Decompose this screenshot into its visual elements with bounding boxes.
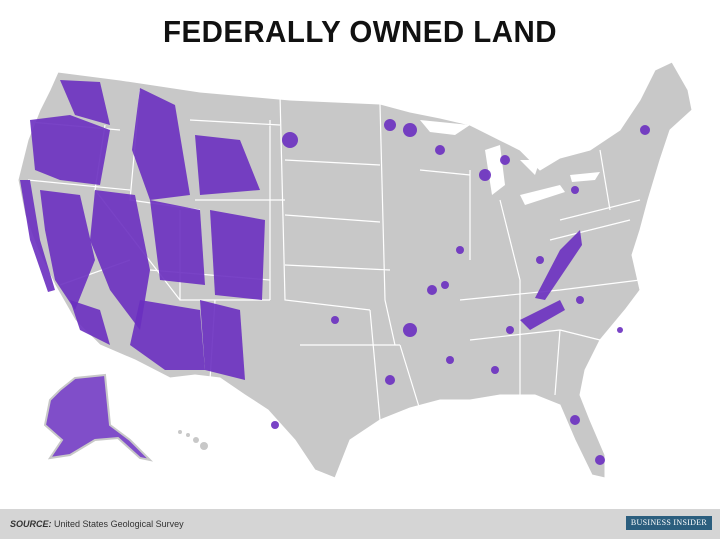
source-label: SOURCE: xyxy=(10,519,52,529)
source-text: United States Geological Survey xyxy=(54,519,184,529)
source-credit: SOURCE: United States Geological Survey xyxy=(10,519,184,529)
map-title: FEDERALLY OWNED LAND xyxy=(162,14,558,49)
footer: SOURCE: United States Geological Survey … xyxy=(0,509,720,539)
contiguous-us xyxy=(17,61,693,479)
alaska xyxy=(43,373,154,462)
great-lakes xyxy=(420,120,600,205)
hawaii xyxy=(178,430,208,450)
business-insider-logo: BUSINESS INSIDER xyxy=(626,516,712,530)
us-federal-land-map xyxy=(17,61,693,479)
federal-land xyxy=(20,80,650,465)
